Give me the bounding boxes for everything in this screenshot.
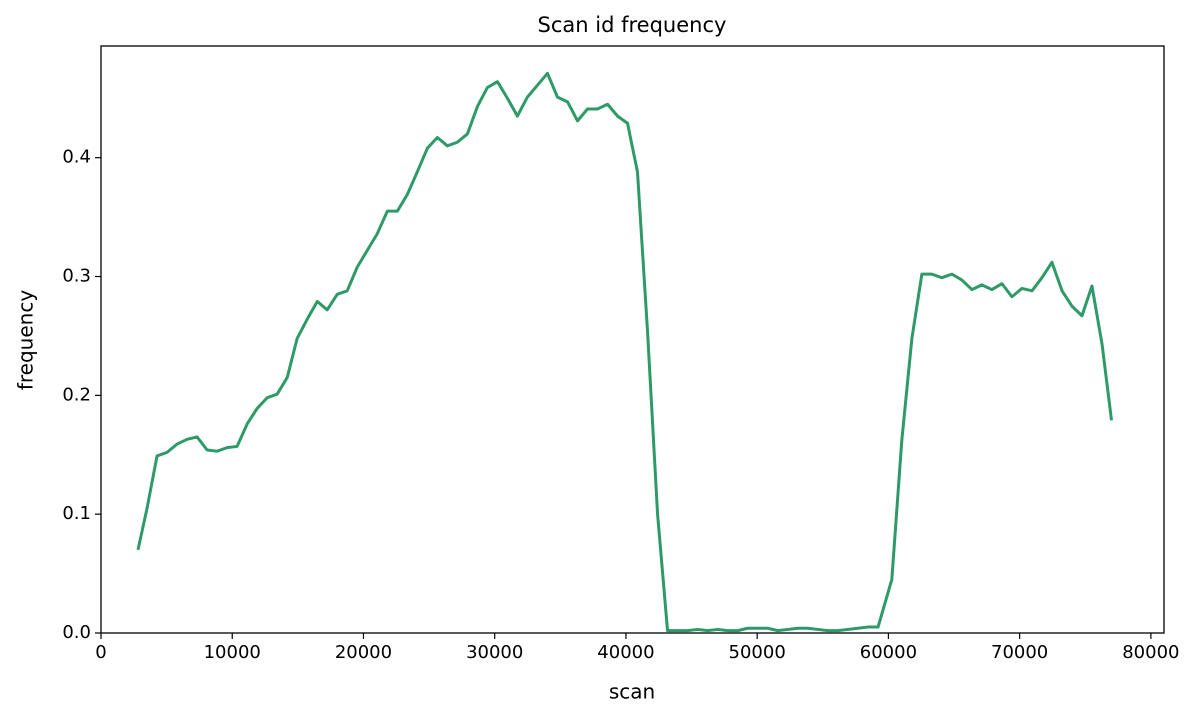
x-tick-label: 80000 <box>1122 642 1179 663</box>
y-tick-label: 0.3 <box>62 266 91 287</box>
x-tick-label: 20000 <box>335 642 392 663</box>
line-series <box>136 71 1113 633</box>
x-tick-label: 40000 <box>597 642 654 663</box>
x-tick-label: 10000 <box>204 642 261 663</box>
x-tick-label: 60000 <box>860 642 917 663</box>
y-tick-label: 0.2 <box>62 384 91 405</box>
x-axis-label: scan <box>609 680 655 704</box>
y-axis-label: frequency <box>14 290 38 390</box>
y-tick-label: 0.4 <box>62 147 91 168</box>
y-tick-label: 0.0 <box>62 622 91 643</box>
x-tick-label: 30000 <box>466 642 523 663</box>
x-tick-label: 50000 <box>729 642 786 663</box>
x-tick-label: 0 <box>95 642 106 663</box>
chart-title: Scan id frequency <box>538 13 727 37</box>
plot-frame <box>100 45 1165 634</box>
y-tick-label: 0.1 <box>62 503 91 524</box>
x-tick-label: 70000 <box>991 642 1048 663</box>
